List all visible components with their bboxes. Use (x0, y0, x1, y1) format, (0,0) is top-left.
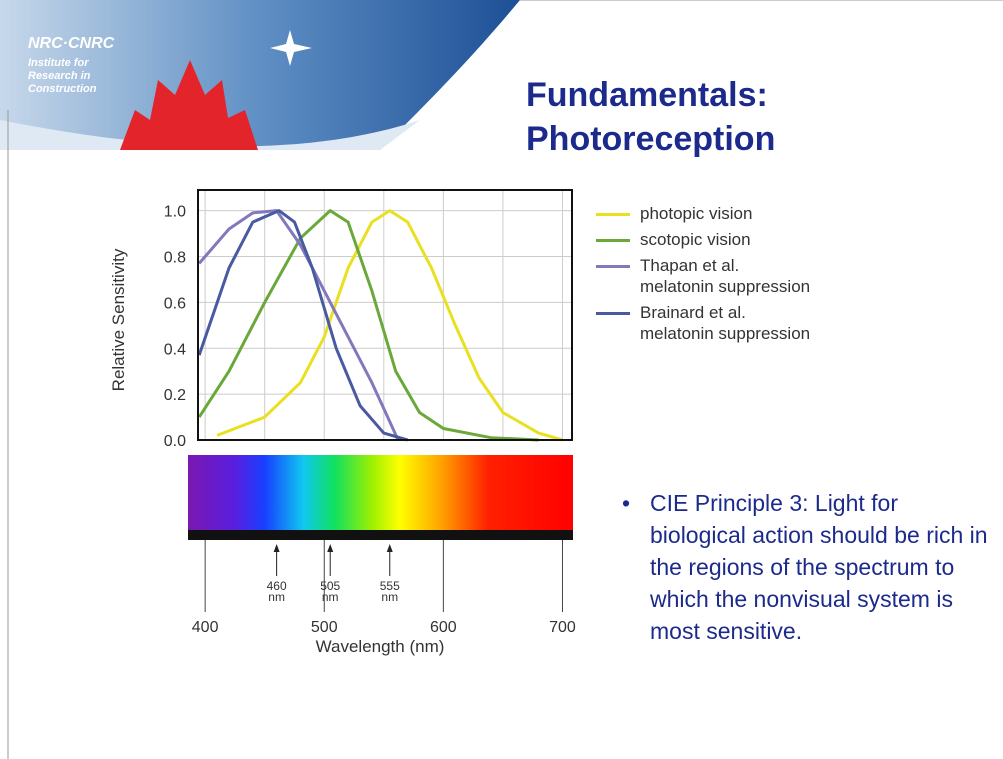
x-tick-label: 500 (311, 619, 338, 636)
y-tick-label: 0.0 (164, 433, 186, 450)
annotation-label: nm (268, 590, 285, 604)
arrow-head (387, 544, 393, 552)
legend-swatch (596, 239, 630, 242)
series-line (199, 211, 407, 440)
y-tick-label: 0.2 (164, 387, 186, 404)
slide: NRC·CNRC Institute for Research in Const… (0, 0, 1003, 759)
slide-title: Photoreception (526, 120, 775, 158)
legend-label: photopic vision (640, 203, 814, 224)
institute: Construction (28, 83, 97, 95)
legend-item: Brainard et al. melatonin suppression (596, 302, 814, 344)
bullet: CIE Principle 3: Light for biological ac… (622, 487, 995, 647)
y-axis-label: Relative Sensitivity (109, 248, 128, 391)
institute: Research in (28, 70, 91, 82)
x-axis-label: Wavelength (nm) (316, 637, 445, 656)
logo: NRC·CNRC (28, 35, 115, 52)
legend: photopic vision scotopic vision Thapan et … (596, 203, 814, 349)
series-line (199, 211, 538, 440)
series-line (217, 211, 562, 440)
institute: Institute for (28, 57, 89, 69)
arrow-head (327, 544, 333, 552)
x-tick-label: 700 (549, 619, 576, 636)
x-tick-label: 400 (192, 619, 219, 636)
y-tick-label: 0.6 (164, 295, 186, 312)
plot-frame (198, 190, 572, 440)
legend-label: Thapan et al. melatonin suppression (640, 255, 814, 297)
legend-item: photopic vision (596, 203, 814, 224)
legend-swatch (596, 213, 630, 216)
legend-swatch (596, 312, 630, 315)
y-tick-label: 0.4 (164, 341, 186, 358)
annotation-label: nm (322, 590, 339, 604)
y-tick-label: 0.8 (164, 250, 186, 267)
arrow-head (274, 544, 280, 552)
legend-item: scotopic vision (596, 229, 814, 250)
legend-label: scotopic vision (640, 229, 814, 250)
series-line (199, 211, 398, 440)
x-tick-label: 600 (430, 619, 457, 636)
spectrum-bar (188, 455, 573, 530)
legend-swatch (596, 265, 630, 268)
slide-title: Fundamentals: (526, 76, 768, 114)
y-tick-label: 1.0 (164, 204, 186, 221)
spectrum-base (188, 530, 573, 540)
legend-label: Brainard et al. melatonin suppression (640, 302, 814, 344)
legend-item: Thapan et al. melatonin suppression (596, 255, 814, 297)
annotation-label: nm (381, 590, 398, 604)
